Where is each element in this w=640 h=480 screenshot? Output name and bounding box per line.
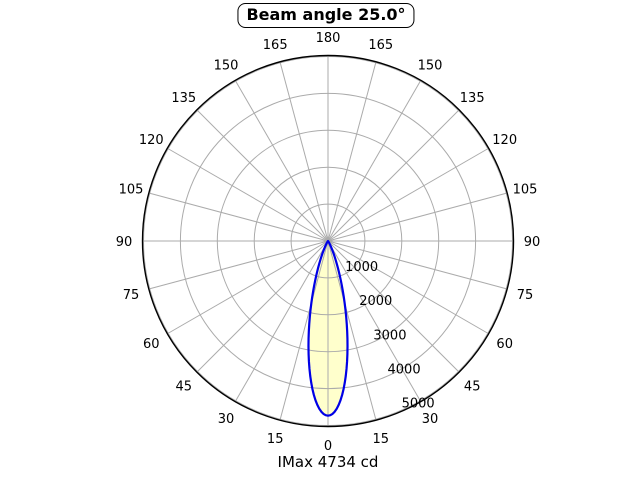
imax-label: IMax 4734 cd: [277, 453, 379, 471]
angle-gridline: [327, 110, 459, 242]
angle-tick-label: 45: [464, 379, 481, 394]
angle-tick-label: 0: [324, 439, 332, 454]
angle-tick-label: 15: [267, 432, 284, 447]
angle-gridline: [197, 240, 329, 372]
angle-gridline: [327, 192, 507, 242]
angle-tick-label: 180: [316, 31, 341, 46]
angle-gridline: [235, 80, 329, 242]
radial-tick-label: 1000: [345, 260, 378, 275]
radial-tick-label: 3000: [373, 328, 406, 343]
radial-gridline: [290, 203, 366, 279]
angle-tick-label: 60: [496, 337, 513, 352]
angle-gridline: [279, 240, 329, 420]
angle-tick-label: 105: [513, 182, 538, 197]
radial-gridline: [253, 166, 403, 316]
angle-tick-label: 165: [263, 38, 288, 53]
angle-gridline: [327, 148, 489, 242]
angle-gridline: [327, 240, 459, 372]
beam-lobe-outline: [307, 239, 349, 417]
angle-tick-label: 165: [368, 38, 393, 53]
angle-tick-label: 90: [524, 235, 541, 250]
angle-gridline: [327, 62, 377, 242]
radial-gridline: [143, 56, 513, 426]
angle-gridline: [149, 240, 329, 290]
angle-gridline: [149, 192, 329, 242]
radial-gridline: [179, 92, 477, 390]
angle-tick-label: 120: [139, 133, 164, 148]
angle-tick-label: 45: [176, 379, 193, 394]
angle-gridline: [327, 240, 489, 334]
angle-gridline: [167, 148, 329, 242]
angle-gridline: [167, 240, 329, 334]
angle-gridline: [327, 240, 377, 420]
angle-tick-label: 135: [460, 91, 485, 106]
angle-tick-label: 105: [119, 182, 144, 197]
angle-gridline: [327, 240, 507, 290]
angle-gridline: [279, 62, 329, 242]
angle-tick-label: 30: [218, 412, 235, 427]
angle-tick-label: 150: [418, 58, 443, 73]
radial-tick-label: 2000: [359, 294, 392, 309]
angle-gridline: [327, 80, 421, 242]
angle-tick-label: 15: [373, 432, 390, 447]
angle-tick-label: 75: [123, 288, 140, 303]
angle-tick-label: 30: [422, 412, 439, 427]
chart-title: Beam angle 25.0°: [237, 3, 415, 28]
angle-tick-label: 75: [517, 288, 534, 303]
angle-gridline: [235, 240, 329, 402]
angle-tick-label: 90: [116, 235, 133, 250]
angle-tick-label: 60: [143, 337, 160, 352]
radial-tick-label: 4000: [388, 362, 421, 377]
angle-gridline: [197, 110, 329, 242]
radial-tick-label: 5000: [402, 397, 435, 412]
angle-tick-label: 150: [214, 58, 239, 73]
angle-tick-label: 120: [492, 133, 517, 148]
angle-gridline: [327, 240, 421, 402]
angle-tick-label: 135: [171, 91, 196, 106]
outer-ring: [141, 54, 515, 428]
radial-gridline: [216, 129, 440, 353]
